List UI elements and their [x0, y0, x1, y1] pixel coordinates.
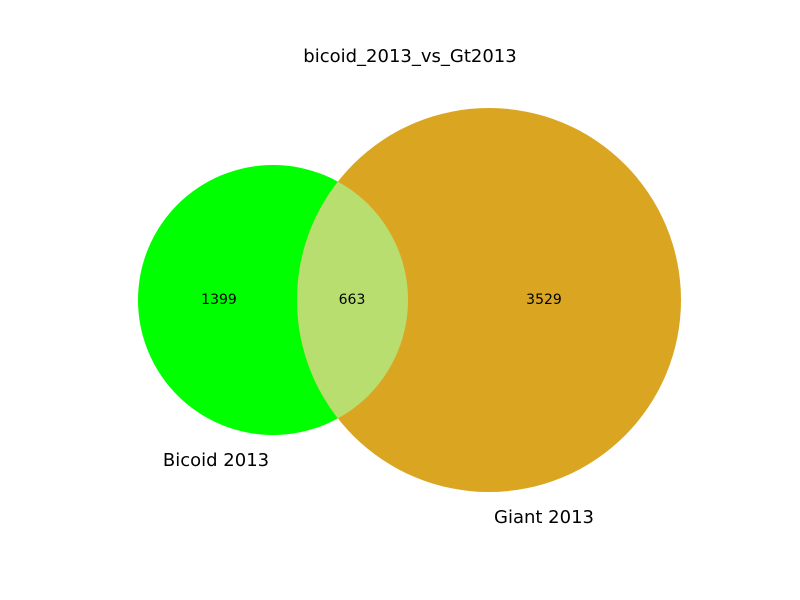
set-b-circle: [297, 108, 681, 492]
set-b-only-count: 3529: [526, 292, 562, 308]
set-a-only-count: 1399: [201, 292, 237, 308]
set-b-label: Giant 2013: [494, 507, 594, 528]
chart-title: bicoid_2013_vs_Gt2013: [303, 46, 516, 67]
set-a-label: Bicoid 2013: [163, 450, 269, 471]
intersection-count: 663: [339, 292, 366, 308]
